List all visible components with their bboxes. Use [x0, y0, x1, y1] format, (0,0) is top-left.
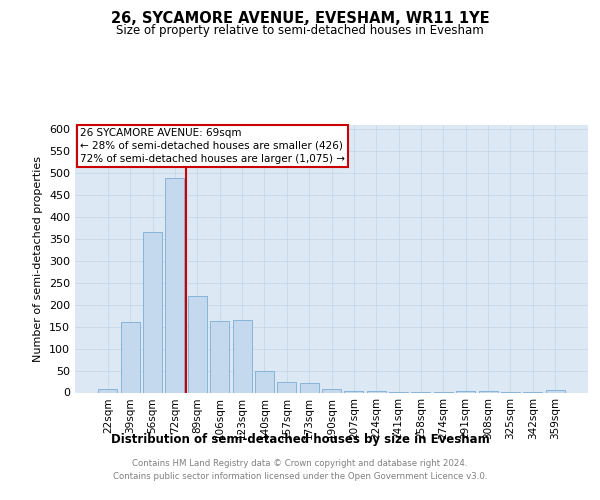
- Text: Distribution of semi-detached houses by size in Evesham: Distribution of semi-detached houses by …: [110, 432, 490, 446]
- Bar: [479, 391, 497, 392]
- Bar: [255, 372, 274, 392]
- Bar: [210, 321, 229, 392]
- Bar: [299, 383, 319, 392]
- Text: 26 SYCAMORE AVENUE: 69sqm
← 28% of semi-detached houses are smaller (426)
72% of: 26 SYCAMORE AVENUE: 69sqm ← 28% of semi-…: [80, 128, 345, 164]
- Bar: [188, 296, 207, 392]
- Bar: [344, 391, 364, 392]
- Text: Size of property relative to semi-detached houses in Evesham: Size of property relative to semi-detach…: [116, 24, 484, 37]
- Y-axis label: Number of semi-detached properties: Number of semi-detached properties: [34, 156, 43, 362]
- Bar: [322, 389, 341, 392]
- Text: Contains HM Land Registry data © Crown copyright and database right 2024.
Contai: Contains HM Land Registry data © Crown c…: [113, 460, 487, 481]
- Text: 26, SYCAMORE AVENUE, EVESHAM, WR11 1YE: 26, SYCAMORE AVENUE, EVESHAM, WR11 1YE: [110, 11, 490, 26]
- Bar: [277, 382, 296, 392]
- Bar: [166, 178, 184, 392]
- Bar: [233, 320, 251, 392]
- Bar: [367, 391, 386, 392]
- Bar: [545, 390, 565, 392]
- Bar: [456, 391, 475, 392]
- Bar: [121, 322, 140, 392]
- Bar: [143, 232, 162, 392]
- Bar: [98, 390, 118, 392]
